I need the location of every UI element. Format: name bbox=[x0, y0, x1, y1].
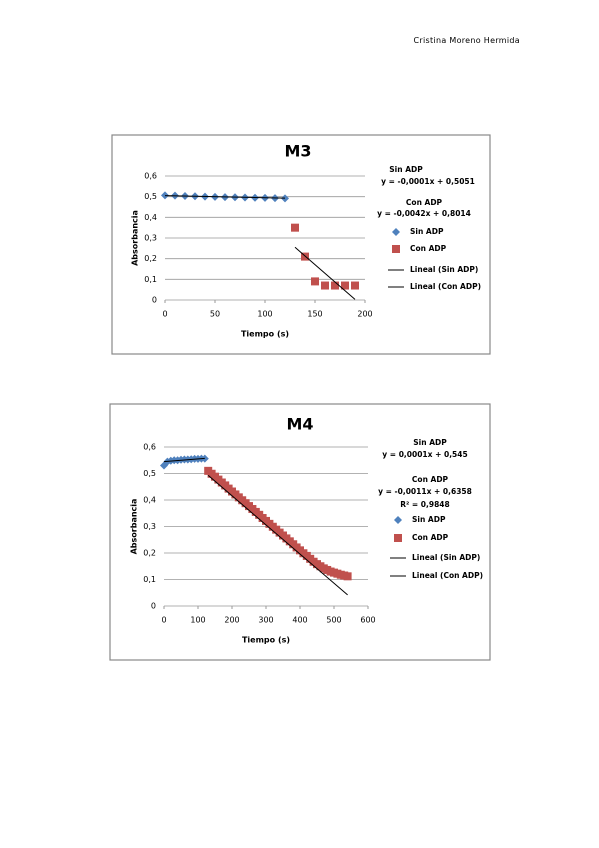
legend-label: Lineal (Con ADP) bbox=[410, 282, 481, 291]
legend-label: Lineal (Con ADP) bbox=[412, 571, 483, 580]
legend-label: Sin ADP bbox=[412, 515, 446, 524]
point bbox=[311, 277, 319, 286]
x-tick-label: 100 bbox=[190, 616, 205, 625]
point bbox=[281, 194, 289, 203]
y-tick-label: 0,6 bbox=[144, 172, 157, 181]
x-tick-label: 200 bbox=[224, 616, 239, 625]
y-tick-label: 0,3 bbox=[144, 234, 157, 243]
y-tick-label: 0 bbox=[151, 602, 156, 611]
point bbox=[341, 281, 349, 290]
legend-label: Con ADP bbox=[412, 533, 449, 542]
legend-label: Con ADP bbox=[410, 244, 447, 253]
legend-label: Lineal (Sin ADP) bbox=[412, 553, 480, 562]
x-tick-label: 400 bbox=[292, 616, 307, 625]
point bbox=[161, 191, 169, 200]
legend-label: Lineal (Sin ADP) bbox=[410, 265, 478, 274]
point bbox=[321, 281, 329, 290]
annotation: Sin ADP bbox=[413, 438, 447, 447]
x-tick-label: 150 bbox=[307, 310, 322, 319]
annotation: R² = 0,9848 bbox=[400, 500, 450, 509]
y-tick-label: 0,2 bbox=[143, 549, 156, 558]
x-tick-label: 600 bbox=[360, 616, 375, 625]
y-axis-label: Absorbancia bbox=[130, 499, 139, 555]
x-tick-label: 0 bbox=[161, 616, 166, 625]
chart-title: M3 bbox=[284, 142, 311, 161]
annotation: y = -0,0042x + 0,8014 bbox=[377, 209, 471, 218]
trendline bbox=[164, 195, 286, 199]
x-tick-label: 0 bbox=[162, 310, 167, 319]
x-tick-label: 50 bbox=[210, 310, 220, 319]
y-tick-label: 0,6 bbox=[143, 443, 156, 452]
annotation: y = -0,0001x + 0,5051 bbox=[381, 177, 475, 186]
y-axis-label: Absorbancia bbox=[131, 210, 140, 266]
annotation: Con ADP bbox=[406, 198, 443, 207]
header: Cristina Moreno Hermida bbox=[413, 36, 520, 45]
y-tick-label: 0,1 bbox=[144, 275, 157, 284]
point bbox=[343, 572, 352, 581]
x-tick-label: 500 bbox=[326, 616, 341, 625]
chart-frame bbox=[111, 134, 491, 355]
annotation: y = -0,0011x + 0,6358 bbox=[378, 487, 472, 496]
y-tick-label: 0,4 bbox=[144, 213, 157, 222]
annotation: Sin ADP bbox=[389, 165, 423, 174]
y-tick-label: 0 bbox=[152, 296, 157, 305]
trendline bbox=[163, 457, 205, 463]
legend-symbol bbox=[394, 534, 402, 542]
y-tick-label: 0,2 bbox=[144, 254, 157, 263]
x-tick-label: 100 bbox=[257, 310, 272, 319]
annotation: y = 0,0001x + 0,545 bbox=[382, 450, 467, 459]
trendline bbox=[294, 246, 356, 300]
legend-symbol bbox=[392, 245, 400, 253]
x-tick-label: 300 bbox=[258, 616, 273, 625]
x-axis-label: Tiempo (s) bbox=[242, 636, 290, 645]
legend-label: Sin ADP bbox=[410, 227, 444, 236]
y-tick-label: 0,1 bbox=[143, 575, 156, 584]
point bbox=[331, 281, 339, 290]
legend-symbol bbox=[394, 516, 402, 524]
y-tick-label: 0,4 bbox=[143, 496, 156, 505]
point bbox=[291, 223, 299, 232]
y-tick-label: 0,5 bbox=[144, 192, 157, 201]
chart-title: M4 bbox=[286, 415, 313, 434]
annotation: Con ADP bbox=[412, 475, 449, 484]
y-tick-label: 0,5 bbox=[143, 469, 156, 478]
point bbox=[351, 281, 359, 290]
trendline bbox=[207, 474, 348, 596]
x-axis-label: Tiempo (s) bbox=[241, 330, 289, 339]
y-tick-label: 0,3 bbox=[143, 522, 156, 531]
legend-symbol bbox=[392, 228, 400, 236]
x-tick-label: 200 bbox=[357, 310, 372, 319]
